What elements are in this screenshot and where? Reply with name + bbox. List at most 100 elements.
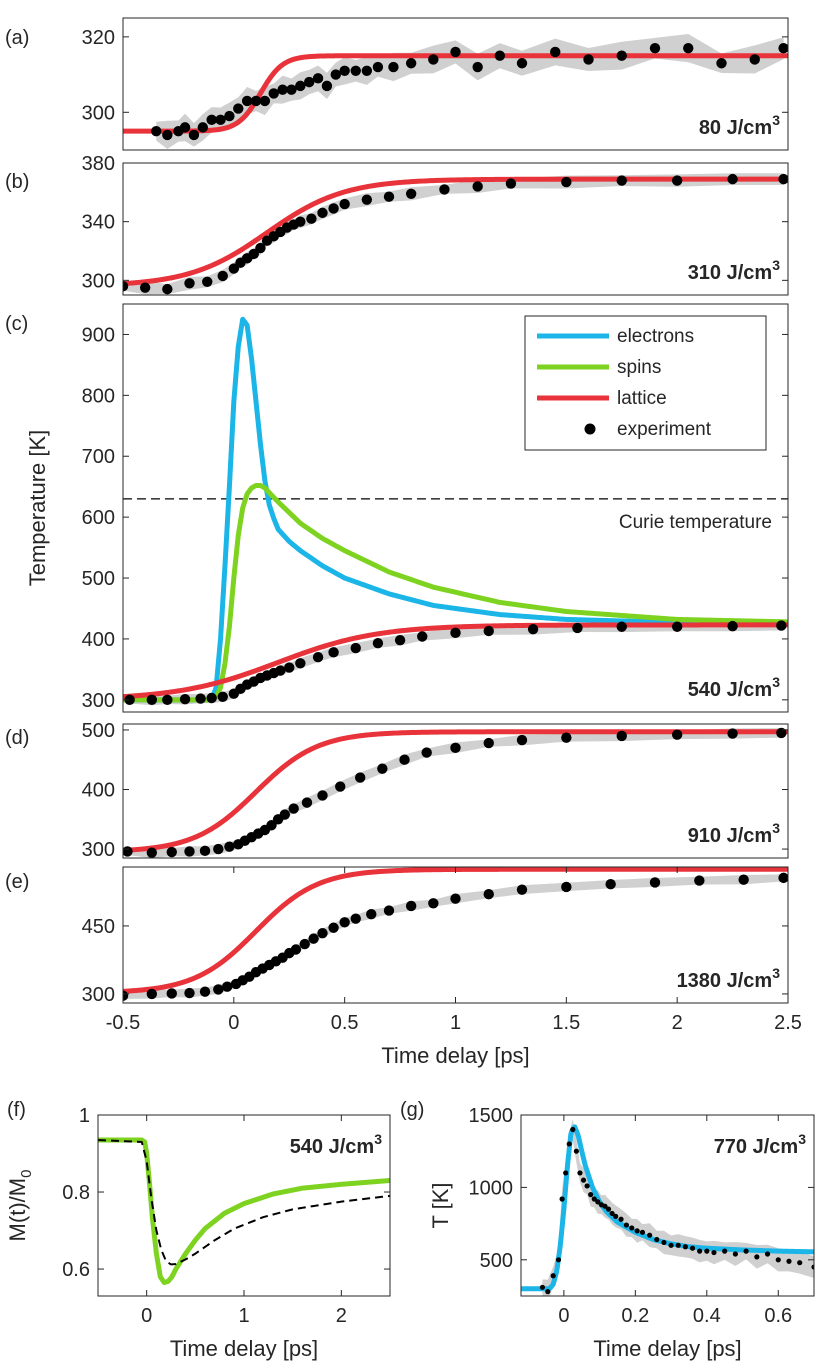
experiment-point xyxy=(583,54,594,65)
experiment-point xyxy=(516,58,528,69)
experiment-point xyxy=(778,42,788,54)
panel-e: 300 450 -0.5 0 0.5 1 1.5 2 2.5 (e) 1380 J/cm3 Time … xyxy=(5,866,802,1068)
experiment-point xyxy=(123,281,129,292)
experiment-point xyxy=(241,95,253,107)
legend-label-experiment: experiment xyxy=(617,419,712,440)
experiment-point xyxy=(516,734,528,746)
fluence-annotation: 1380 J/cm3 xyxy=(677,965,781,992)
panel-label: (e) xyxy=(5,871,29,893)
experiment-point xyxy=(394,634,406,646)
y-tick-label: 1 xyxy=(79,1105,90,1127)
panel-label: (d) xyxy=(5,727,29,749)
experiment-point xyxy=(647,1232,653,1238)
x-tick-label: 0.5 xyxy=(331,1012,359,1034)
experiment-point xyxy=(711,1249,717,1256)
y-tick-label: 900 xyxy=(82,324,115,346)
experiment-point xyxy=(550,46,561,58)
experiment-point xyxy=(224,110,235,122)
experiment-point xyxy=(566,1141,572,1147)
plot-area xyxy=(521,1119,814,1296)
experiment-point xyxy=(811,1264,814,1270)
plot-area xyxy=(123,727,788,858)
plot-area xyxy=(98,1137,390,1286)
panel-label: (f) xyxy=(7,1099,26,1121)
experiment-point xyxy=(616,730,627,742)
experiment-point xyxy=(162,129,173,141)
experiment-point xyxy=(166,988,177,999)
experiment-point xyxy=(279,809,291,820)
experiment-point xyxy=(580,1177,587,1183)
experiment-point xyxy=(295,216,306,227)
experiment-point xyxy=(561,881,572,893)
x-tick-label: 2 xyxy=(672,1012,683,1034)
experiment-point xyxy=(428,54,439,65)
experiment-point xyxy=(312,651,324,663)
y-tick-label: 300 xyxy=(82,102,115,124)
experiment-point xyxy=(328,647,339,658)
experiment-point xyxy=(605,1206,612,1212)
experiment-point xyxy=(266,820,277,831)
experiment-point xyxy=(654,1236,660,1243)
experiment-point xyxy=(255,242,266,254)
y-axis-label: T [K] xyxy=(428,1182,453,1228)
experiment-point xyxy=(268,88,279,99)
y-tick-label: 600 xyxy=(82,507,115,529)
experiment-point xyxy=(613,1213,619,1219)
experiment-point xyxy=(738,874,749,885)
panel-label: (g) xyxy=(400,1099,424,1121)
panel-c: 300 400 500 600 700 800 900 (c) 540 J/cm3 Curie t… xyxy=(5,303,789,713)
experiment-point xyxy=(559,1196,565,1202)
y-tick-label: 340 xyxy=(82,212,115,234)
fluence-annotation: 310 J/cm3 xyxy=(688,257,781,284)
dashed-curve xyxy=(98,1139,390,1266)
experiment-point xyxy=(561,732,572,743)
experiment-point xyxy=(366,908,377,920)
experiment-point xyxy=(727,620,738,632)
experiment-point xyxy=(388,61,399,73)
experiment-point xyxy=(259,95,271,107)
panel-label: (c) xyxy=(5,313,28,335)
x-tick-label: 0 xyxy=(141,1305,152,1327)
experiment-point xyxy=(577,1170,583,1176)
experiment-point xyxy=(671,175,683,186)
experiment-point xyxy=(308,933,319,944)
fluence-annotation: 770 J/cm3 xyxy=(714,1131,807,1158)
experiment-point xyxy=(704,1248,710,1254)
experiment-point xyxy=(634,1228,640,1234)
x-tick-label: 1 xyxy=(238,1305,249,1327)
x-tick-label: 2.5 xyxy=(774,1012,802,1034)
experiment-point xyxy=(377,763,388,774)
experiment-point xyxy=(288,803,299,814)
experiment-point xyxy=(213,843,224,855)
experiment-point xyxy=(450,893,461,904)
experiment-point xyxy=(184,987,195,999)
experiment-point xyxy=(317,790,328,801)
experiment-point xyxy=(188,129,200,141)
x-tick-label: 0.6 xyxy=(764,1305,792,1327)
experiment-point xyxy=(199,986,211,997)
panel-d: 300 400 500 (d) 910 J/cm3 xyxy=(5,720,789,861)
experiment-point xyxy=(722,1248,728,1254)
experiment-point xyxy=(221,981,233,992)
experiment-point xyxy=(588,1192,594,1198)
fluence-annotation: 540 J/cm3 xyxy=(688,674,781,701)
experiment-point xyxy=(372,637,384,649)
axes-frame xyxy=(122,303,789,713)
experiment-point xyxy=(328,203,339,214)
experiment-point xyxy=(284,662,295,673)
experiment-point xyxy=(295,658,306,669)
uncertainty-band xyxy=(156,34,784,150)
experiment-point xyxy=(350,642,361,654)
experiment-point xyxy=(563,1170,569,1176)
experiment-point xyxy=(591,1196,597,1202)
experiment-point xyxy=(350,65,361,77)
experiment-point xyxy=(649,42,661,54)
experiment-point xyxy=(146,988,158,1000)
experiment-point xyxy=(286,84,297,95)
experiment-point xyxy=(139,282,151,293)
legend-marker-experiment xyxy=(584,423,596,435)
panel-f: 0.6 0.8 1 0 1 2 (f) 540 J/cm3 M(t)/M0 Time delay … xyxy=(5,1099,391,1361)
experiment-point xyxy=(417,631,428,642)
experiment-point xyxy=(639,1229,646,1235)
panel-a: 300 320 (a) 80 J/cm3 xyxy=(5,17,789,151)
